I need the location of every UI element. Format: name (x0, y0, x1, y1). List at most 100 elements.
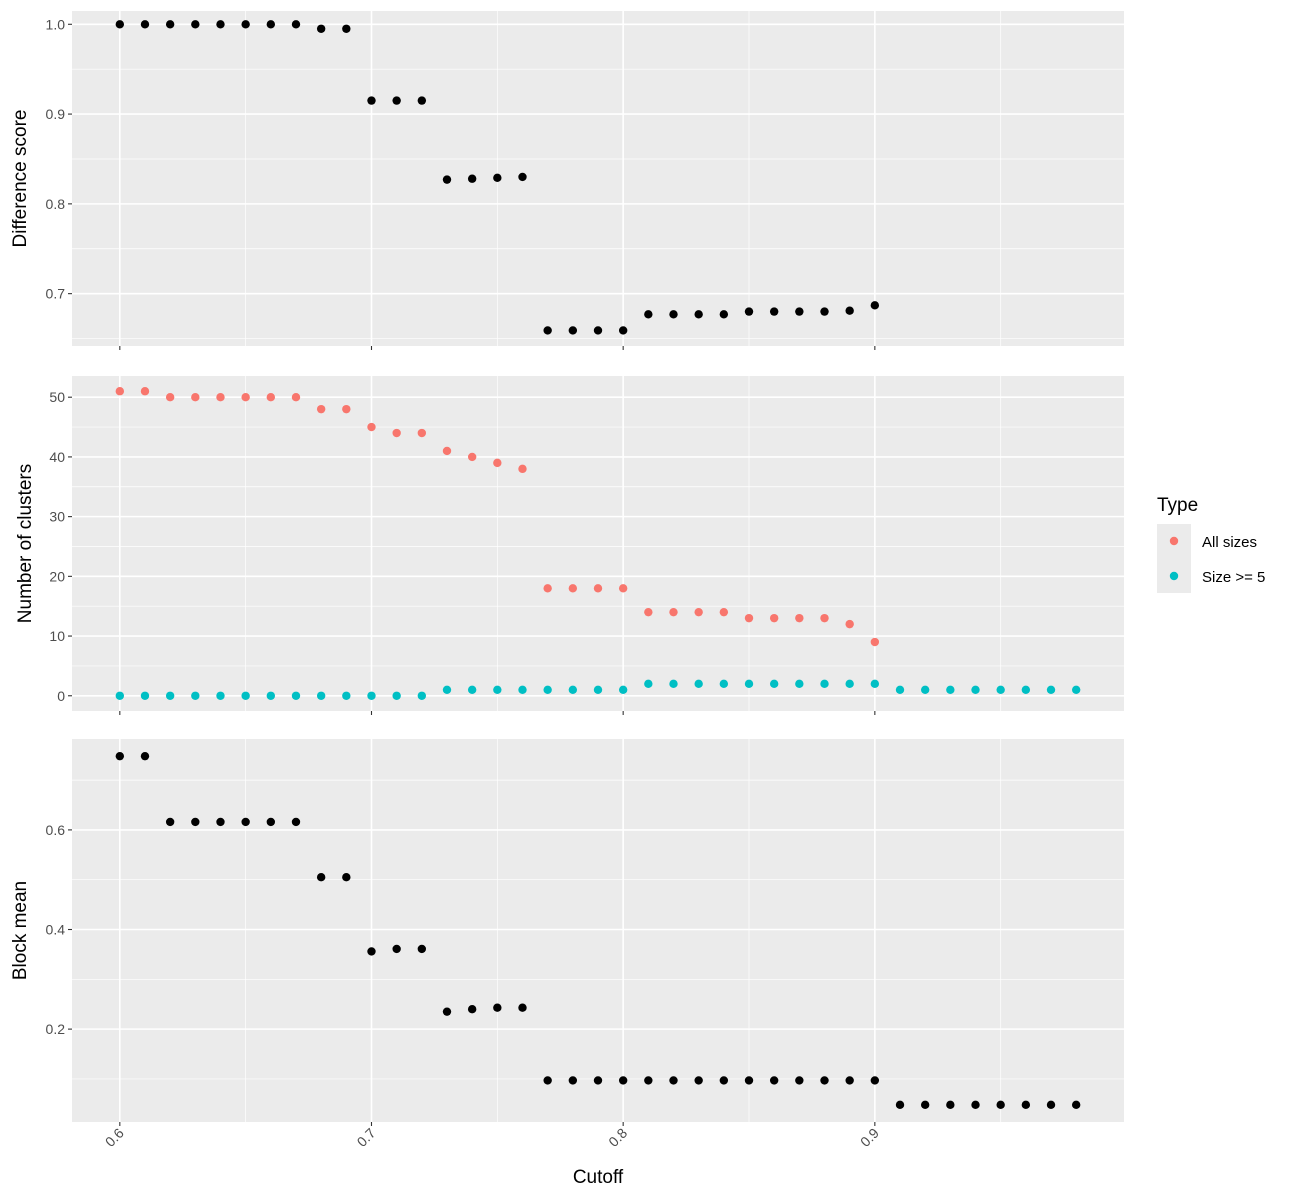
data-point (669, 310, 678, 319)
data-point (795, 1076, 804, 1085)
data-point (518, 685, 527, 695)
data-point (694, 1076, 703, 1085)
data-point (669, 1076, 678, 1085)
data-point (845, 619, 854, 629)
y-tick-label: 1.0 (46, 16, 66, 32)
data-point (216, 20, 225, 29)
data-point (216, 691, 225, 700)
data-point (291, 392, 301, 402)
data-point (316, 24, 326, 33)
data-point (895, 685, 905, 695)
data-point (291, 20, 301, 29)
data-point (165, 691, 175, 700)
data-point (140, 387, 150, 396)
data-point (769, 307, 779, 316)
data-point (191, 691, 200, 700)
y-tick-label: 0.6 (46, 822, 66, 838)
data-point (316, 873, 326, 882)
data-point (442, 685, 452, 695)
data-point (795, 307, 804, 316)
data-point (870, 679, 880, 689)
data-point (367, 422, 376, 432)
legend-key-size-5 (1169, 571, 1179, 581)
data-point (467, 174, 477, 183)
data-point (820, 307, 829, 316)
data-point (568, 685, 578, 695)
data-point (241, 817, 250, 827)
data-point (467, 685, 477, 695)
data-point (593, 326, 603, 335)
data-point (568, 1076, 578, 1085)
data-point (191, 392, 200, 402)
data-point (191, 20, 200, 29)
data-point (669, 679, 678, 689)
data-point (719, 607, 729, 617)
data-point (870, 637, 880, 647)
data-point (316, 691, 326, 700)
data-point (593, 685, 603, 695)
data-point (493, 173, 502, 183)
data-point (644, 679, 653, 689)
data-point (543, 685, 552, 695)
data-point (719, 1076, 729, 1085)
data-point (392, 944, 401, 954)
data-point (744, 1076, 754, 1085)
legend-label-size-5: Size >= 5 (1202, 569, 1265, 586)
data-point (291, 817, 301, 827)
data-point (795, 613, 804, 623)
data-point (342, 24, 351, 33)
data-point (266, 691, 276, 700)
data-point (920, 1100, 930, 1110)
data-point (115, 20, 125, 29)
data-point (644, 1076, 653, 1085)
data-point (392, 96, 401, 105)
data-point (165, 392, 175, 402)
y-axis-title: Block mean (10, 881, 31, 980)
legend-title: Type (1157, 495, 1198, 516)
data-point (820, 613, 829, 623)
data-point (568, 326, 578, 335)
y-tick-label: 0.9 (46, 106, 66, 122)
data-point (644, 310, 653, 319)
x-tick-label: 0.7 (354, 1125, 379, 1150)
data-point (342, 873, 351, 882)
y-tick-label: 0.7 (46, 286, 66, 302)
data-point (593, 1076, 603, 1085)
data-point (266, 20, 276, 29)
data-point (769, 679, 779, 689)
panel-1: 0.7 0.8 0.9 1.0 Difference score (10, 11, 1124, 350)
data-point (442, 1007, 452, 1016)
data-point (744, 613, 754, 623)
data-point (417, 691, 427, 700)
y-tick-label: 40 (49, 449, 65, 465)
data-point (694, 679, 703, 689)
data-point (694, 310, 703, 319)
data-point (241, 20, 250, 29)
data-point (920, 685, 930, 695)
data-point (467, 1004, 477, 1014)
data-point (115, 387, 125, 396)
panel-background (72, 376, 1124, 711)
data-point (392, 691, 401, 700)
x-tick-label: 0.8 (605, 1125, 630, 1150)
data-point (165, 20, 175, 29)
y-axis-title: Difference score (10, 110, 31, 248)
data-point (971, 685, 980, 695)
data-point (593, 584, 603, 593)
data-point (769, 1076, 779, 1085)
data-point (870, 1076, 880, 1085)
data-point (1071, 685, 1081, 695)
data-point (442, 446, 452, 456)
data-point (367, 96, 376, 105)
data-point (568, 584, 578, 593)
data-point (417, 428, 427, 438)
data-point (1021, 685, 1031, 695)
data-point (442, 175, 452, 184)
data-point (518, 464, 527, 474)
x-tick-label: 0.6 (102, 1125, 127, 1150)
data-point (1071, 1100, 1081, 1110)
data-point (467, 452, 477, 462)
data-point (543, 326, 552, 335)
data-point (644, 607, 653, 617)
